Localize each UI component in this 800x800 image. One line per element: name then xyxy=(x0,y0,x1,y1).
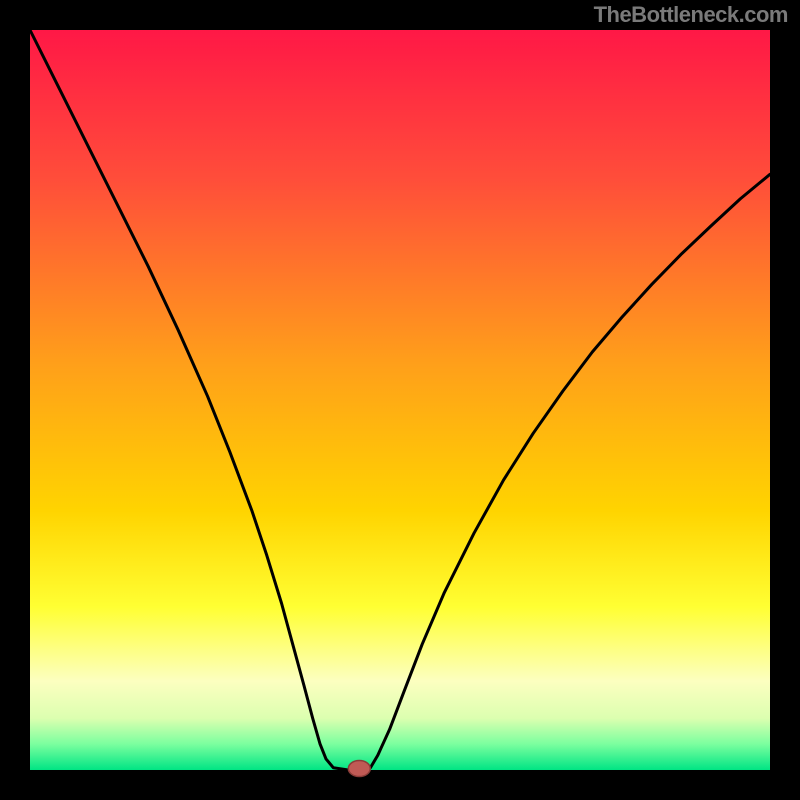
chart-plot-area xyxy=(30,30,770,770)
chart-container: TheBottleneck.com xyxy=(0,0,800,800)
bottleneck-curve-chart xyxy=(0,0,800,800)
watermark-text: TheBottleneck.com xyxy=(594,2,788,28)
optimal-point-marker xyxy=(348,761,370,777)
